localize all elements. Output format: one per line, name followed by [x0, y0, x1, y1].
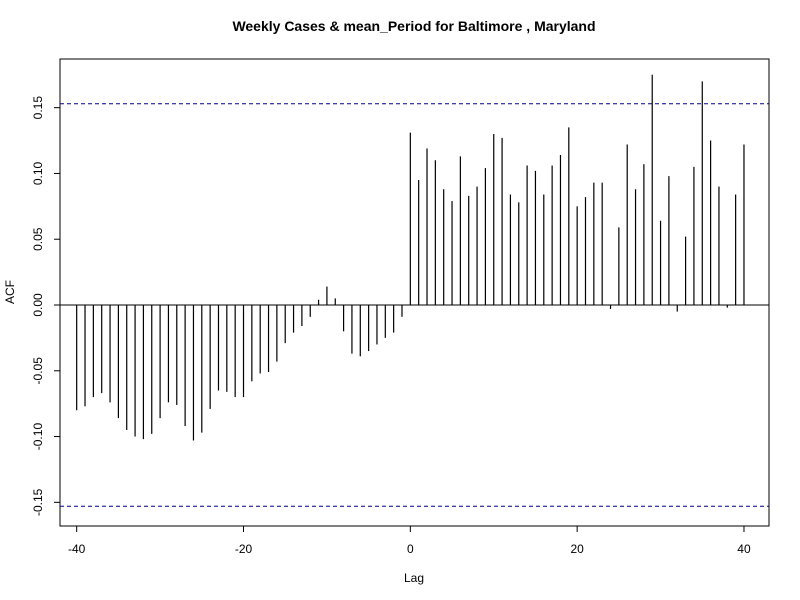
y-tick-label: -0.05: [31, 357, 45, 385]
x-tick-label: -20: [235, 542, 253, 556]
y-tick-label: -0.15: [31, 488, 45, 516]
x-tick-label: -40: [68, 542, 86, 556]
y-tick-label: 0.10: [31, 161, 45, 185]
y-axis: -0.15 -0.10 -0.05 0.00 0.05 0.10 0.15: [31, 96, 61, 516]
confidence-bounds: [60, 103, 769, 507]
x-tick-label: 0: [407, 542, 414, 556]
y-tick-label: 0.15: [31, 96, 45, 120]
y-tick-label: 0.05: [31, 227, 45, 251]
x-axis: -40 -20 0 20 40: [68, 525, 751, 556]
y-tick-label: -0.10: [31, 423, 45, 451]
acf-bars: [76, 74, 745, 441]
chart-title: Weekly Cases & mean_Period for Baltimore…: [232, 18, 595, 34]
plot-frame: [59, 58, 770, 527]
x-axis-label: Lag: [404, 571, 424, 585]
y-axis-label: ACF: [3, 280, 17, 304]
x-tick-label: 20: [570, 542, 584, 556]
x-tick-label: 40: [737, 542, 751, 556]
y-tick-label: 0.00: [31, 293, 45, 317]
